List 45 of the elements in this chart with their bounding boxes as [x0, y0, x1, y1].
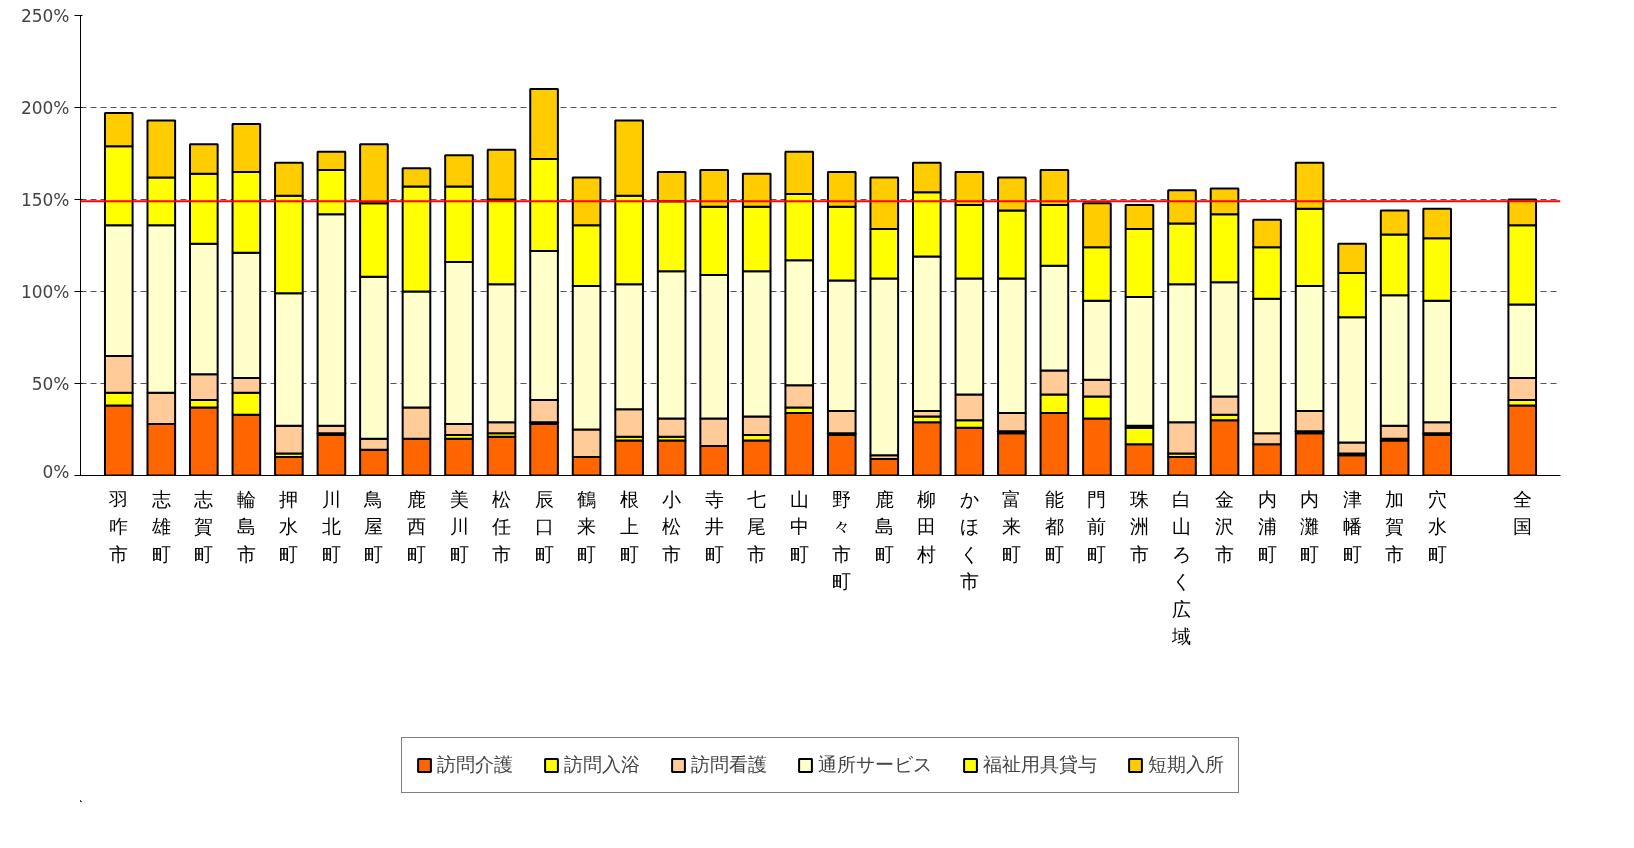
x-tick-label: 能都町	[1044, 487, 1064, 565]
legend-label: 福祉用具貸与	[983, 752, 1097, 777]
x-tick-label: 津幡町	[1342, 487, 1362, 565]
legend-label: 訪問看護	[691, 752, 767, 777]
x-tick-label: 珠洲市	[1129, 487, 1149, 565]
x-tick-label: 鹿島町	[874, 487, 894, 565]
x-tick-label: 小松市	[662, 487, 682, 565]
x-tick-label: 松任市	[491, 487, 512, 565]
x-tick-label: 寺井町	[704, 487, 724, 565]
legend-label: 訪問入浴	[564, 752, 640, 777]
x-tick-label: 辰口町	[534, 487, 554, 565]
y-tick-label: 250%	[20, 5, 70, 26]
x-tick-label: 根上町	[619, 487, 639, 565]
x-tick-label: 野々市町	[832, 487, 852, 593]
x-tick-label: 金沢市	[1215, 487, 1235, 565]
x-tick-label: 加賀市	[1385, 487, 1405, 565]
legend-label: 通所サービス	[818, 752, 932, 777]
x-tick-label: 内灘町	[1300, 487, 1320, 565]
x-tick-label: かほく市	[959, 487, 979, 593]
legend-label: 訪問介護	[437, 752, 513, 777]
x-tick-label: 富来町	[1002, 487, 1022, 565]
x-tick-label: 羽咋市	[108, 487, 129, 565]
y-tick-label: 150%	[20, 189, 70, 210]
x-tick-label: 押水町	[279, 487, 299, 565]
x-tick-label: 鹿西町	[406, 487, 426, 565]
x-tick-label: 川北町	[321, 487, 341, 565]
y-tick-label: 50%	[31, 373, 70, 394]
x-tick-label: 内浦町	[1257, 487, 1277, 565]
x-tick-label: 輪島市	[236, 487, 256, 565]
x-tick-label: 七尾市	[747, 487, 767, 565]
x-tick-label: 鶴来町	[577, 487, 597, 565]
x-tick-label: 穴水町	[1427, 487, 1447, 565]
x-tick-label: 美川町	[449, 487, 469, 565]
x-tick-label: 門前町	[1087, 487, 1107, 565]
x-tick-label: 志雄町	[150, 487, 171, 565]
x-tick-label: 全国	[1512, 487, 1532, 538]
y-tick-label: 0%	[42, 461, 70, 482]
y-tick-label: 100%	[20, 281, 70, 302]
x-tick-label: 志賀町	[194, 487, 214, 565]
x-tick-label: 鳥屋町	[363, 487, 384, 565]
x-tick-label: 柳田村	[916, 487, 937, 565]
y-tick-label: 200%	[20, 97, 70, 118]
x-tick-label: 山中町	[789, 487, 809, 565]
x-tick-label: 白山ろく広域	[1171, 487, 1192, 648]
legend-label: 短期入所	[1148, 752, 1224, 777]
